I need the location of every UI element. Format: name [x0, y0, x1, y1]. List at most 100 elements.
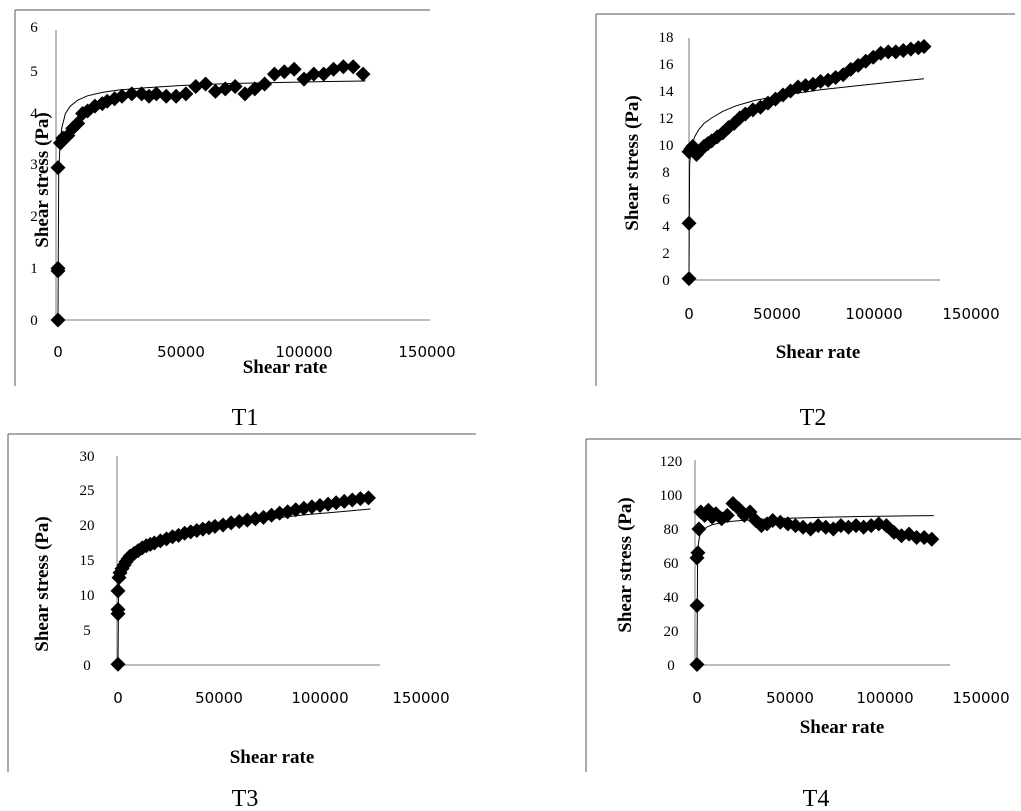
y-tick-label: 14	[659, 84, 675, 100]
y-tick-label: 20	[664, 624, 679, 640]
x-tick-label: 50000	[157, 343, 205, 361]
y-tick-label: 12	[659, 111, 674, 127]
data-point	[681, 271, 697, 287]
y-tick-label: 25	[80, 483, 95, 499]
marker-group	[110, 490, 376, 672]
x-axis-label: Shear rate	[776, 342, 861, 363]
data-point	[689, 598, 705, 613]
data-point	[345, 59, 361, 75]
x-axis-label: Shear rate	[800, 717, 885, 738]
data-point	[690, 545, 706, 561]
marker-group	[50, 59, 371, 328]
data-point	[114, 88, 130, 104]
x-tick-label: 50000	[195, 689, 243, 707]
data-point	[360, 490, 376, 506]
data-point	[110, 656, 126, 672]
y-tick-label: 120	[660, 454, 683, 470]
panel-caption-t3: T3	[232, 786, 259, 811]
y-tick-label: 6	[662, 192, 670, 208]
y-axis-label: Shear stress (Pa)	[32, 516, 53, 651]
data-point	[924, 531, 940, 547]
data-point	[335, 59, 351, 75]
y-axis-label: Shear stress (Pa)	[615, 497, 636, 632]
x-tick-label: 0	[113, 689, 123, 707]
data-point	[198, 76, 214, 92]
fit-curve	[688, 78, 925, 281]
marker-group	[689, 496, 940, 672]
data-point	[50, 260, 66, 276]
y-tick-label: 5	[30, 64, 38, 80]
y-tick-label: 2	[662, 246, 670, 262]
y-tick-label: 4	[30, 106, 38, 122]
y-tick-label: 0	[662, 273, 670, 289]
x-tick-label: 0	[692, 689, 702, 707]
data-point	[689, 656, 705, 672]
fit-curve	[117, 508, 371, 666]
panel-caption-t4: T4	[803, 786, 830, 811]
x-tick-label: 0	[53, 343, 63, 361]
panel-caption-t2: T2	[800, 405, 827, 431]
y-tick-label: 0	[667, 658, 675, 674]
x-tick-label: 100000	[845, 305, 902, 323]
fit-curve	[57, 80, 366, 321]
data-point	[719, 507, 735, 523]
x-tick-label: 100000	[275, 343, 332, 361]
data-point	[227, 78, 243, 94]
y-tick-label: 0	[30, 313, 38, 329]
y-tick-label: 18	[659, 30, 674, 46]
x-tick-label: 0	[684, 305, 694, 323]
y-tick-label: 8	[662, 165, 670, 181]
x-tick-label: 50000	[766, 689, 814, 707]
x-tick-label: 100000	[291, 689, 348, 707]
panel-caption-t1: T1	[232, 405, 259, 431]
y-tick-label: 40	[664, 590, 679, 606]
y-tick-label: 3	[30, 157, 38, 173]
y-tick-label: 60	[664, 556, 679, 572]
data-point	[50, 312, 66, 328]
data-point	[306, 66, 322, 82]
x-axis-label: Shear rate	[243, 357, 328, 378]
data-point	[736, 507, 752, 523]
data-point	[355, 66, 371, 82]
y-tick-label: 10	[80, 588, 95, 604]
data-point	[124, 86, 140, 102]
y-tick-label: 0	[83, 658, 91, 674]
y-tick-label: 2	[30, 209, 38, 225]
data-point	[110, 583, 126, 599]
marker-group	[681, 38, 932, 287]
data-point	[257, 76, 273, 92]
y-tick-label: 80	[664, 522, 679, 538]
data-point	[286, 61, 302, 77]
y-axis-label: Shear stress (Pa)	[32, 112, 53, 247]
y-tick-label: 5	[83, 623, 91, 639]
data-point	[178, 86, 194, 102]
x-tick-label: 50000	[753, 305, 801, 323]
data-point	[681, 215, 697, 231]
y-tick-label: 15	[80, 553, 95, 569]
y-tick-label: 20	[80, 518, 95, 534]
chart-panel-t4: 0 20 40 60 80 100 120 0 50000 100000 150…	[585, 438, 1021, 811]
y-tick-label: 4	[662, 219, 670, 235]
data-point	[50, 160, 66, 176]
y-tick-label: 1	[30, 261, 38, 277]
data-point	[916, 38, 932, 54]
y-tick-label: 16	[659, 57, 675, 73]
x-tick-label: 150000	[398, 343, 455, 361]
x-tick-label: 100000	[856, 689, 913, 707]
x-axis-label: Shear rate	[230, 747, 315, 768]
chart-panel-t3: 0 5 10 15 20 25 30 0 50000 100000 150000…	[7, 433, 476, 811]
y-tick-label: 100	[660, 488, 683, 504]
x-tick-label: 150000	[942, 305, 999, 323]
data-point	[691, 521, 707, 537]
y-tick-label: 30	[80, 449, 95, 465]
x-tick-label: 150000	[952, 689, 1009, 707]
y-axis-label: Shear stress (Pa)	[622, 95, 643, 230]
data-point	[909, 530, 925, 545]
data-point	[110, 602, 126, 618]
y-tick-label: 6	[30, 20, 38, 36]
y-tick-label: 10	[659, 138, 674, 154]
chart-panel-t1: 0 1 2 3 4 5 6 0 50000 100000 150000 Shea…	[14, 9, 456, 431]
data-point	[880, 44, 896, 60]
data-point	[158, 88, 174, 104]
